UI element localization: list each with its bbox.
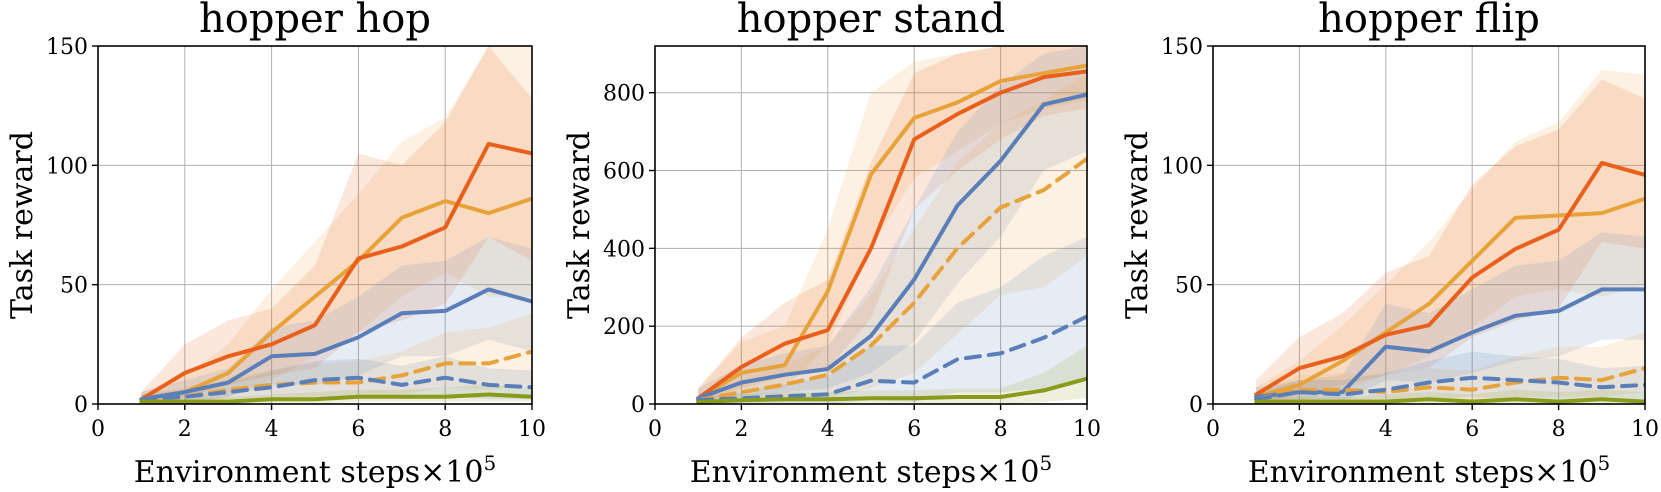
- confidence-band-1: [698, 46, 1087, 404]
- confidence-band-3: [698, 46, 1087, 404]
- series-line-2: [139, 141, 532, 402]
- x-tick-label: 4: [1379, 417, 1393, 442]
- y-tick-label: 50: [60, 274, 88, 299]
- x-tick-label: 10: [1073, 417, 1101, 442]
- y-tick-label: 100: [46, 154, 88, 179]
- x-axis-label-exponent: 5: [483, 451, 496, 475]
- series-line-4: [1254, 366, 1645, 402]
- series-line-4: [696, 156, 1087, 403]
- series-line-5: [1254, 375, 1645, 402]
- confidence-band-1: [141, 46, 532, 404]
- x-tick-label: 4: [821, 417, 835, 442]
- y-axis-label: Task reward: [1120, 131, 1155, 319]
- series-line-6: [696, 376, 1087, 404]
- chart-panel-2: 0 2 4 6 8 10 0 200 400 600 800 hopper stand Environm…: [562, 0, 1101, 490]
- y-tick-label: 400: [603, 237, 645, 262]
- x-tick-label: 8: [438, 417, 452, 442]
- x-axis-label-multiplier: ×10: [420, 455, 483, 490]
- series-line-5: [139, 375, 532, 402]
- chart-title: hopper hop: [199, 0, 431, 42]
- series-line-3: [139, 287, 532, 402]
- x-tick-label: 2: [1292, 417, 1306, 442]
- x-tick-label: 0: [1206, 417, 1220, 442]
- confidence-band-4: [1256, 332, 1645, 404]
- x-axis-label: Environment steps×105: [1248, 451, 1610, 490]
- y-axis-label: Task reward: [562, 131, 597, 319]
- x-tick-label: 6: [351, 417, 365, 442]
- confidence-band-6: [698, 345, 1087, 404]
- y-tick-label: 0: [74, 393, 88, 418]
- x-tick-label: 2: [734, 417, 748, 442]
- series-line-1: [139, 196, 532, 402]
- confidence-band-3: [1256, 232, 1645, 404]
- x-tick-label: 10: [518, 417, 546, 442]
- series-line-4: [139, 349, 532, 402]
- plot-frame: [97, 45, 533, 405]
- plot-area: [696, 46, 1087, 404]
- chart-title: hopper flip: [1318, 0, 1540, 42]
- y-axis-label: Task reward: [5, 131, 40, 319]
- chart-title: hopper stand: [737, 0, 1005, 42]
- series-line-5: [696, 314, 1087, 403]
- y-tick-label: 800: [603, 82, 645, 107]
- x-axis-label-text: Environment steps: [134, 455, 420, 490]
- confidence-band-4: [141, 313, 532, 404]
- x-tick-label: 0: [91, 417, 105, 442]
- x-axis-label-exponent: 5: [1039, 451, 1052, 475]
- series-line-6: [1254, 397, 1645, 404]
- series-line-1: [1254, 196, 1645, 399]
- confidence-band-4: [698, 73, 1087, 404]
- x-tick-label: 10: [1631, 417, 1659, 442]
- series-line-1: [696, 63, 1087, 401]
- confidence-band-5: [698, 236, 1087, 404]
- x-axis-label-text: Environment steps: [1248, 455, 1534, 490]
- x-tick-label: 8: [1552, 417, 1566, 442]
- y-tick-label: 150: [46, 35, 88, 60]
- plot-frame: [654, 45, 1088, 405]
- x-tick-label: 6: [907, 417, 921, 442]
- y-tick-label: 100: [1161, 154, 1203, 179]
- x-tick-label: 8: [994, 417, 1008, 442]
- confidence-band-2: [1256, 79, 1645, 404]
- x-axis-label: Environment steps×105: [134, 451, 496, 490]
- x-axis-label-exponent: 5: [1597, 451, 1610, 475]
- y-tick-label: 50: [1175, 274, 1203, 299]
- y-tick-label: 0: [631, 393, 645, 418]
- x-tick-label: 6: [1465, 417, 1479, 442]
- series-line-3: [1254, 287, 1645, 399]
- series-line-6: [139, 392, 532, 404]
- plot-frame: [1212, 45, 1646, 405]
- x-tick-label: 2: [178, 417, 192, 442]
- series-line-3: [696, 92, 1087, 401]
- x-axis-label: Environment steps×105: [690, 451, 1052, 490]
- x-axis-label-text: Environment steps: [690, 455, 976, 490]
- x-tick-label: 4: [265, 417, 279, 442]
- x-tick-label: 0: [648, 417, 662, 442]
- confidence-band-1: [1256, 69, 1645, 404]
- y-tick-label: 150: [1161, 35, 1203, 60]
- y-tick-label: 600: [603, 160, 645, 185]
- x-axis-label-multiplier: ×10: [1534, 455, 1597, 490]
- confidence-band-2: [698, 46, 1087, 404]
- y-tick-label: 0: [1189, 393, 1203, 418]
- series-line-2: [1254, 160, 1645, 397]
- y-tick-label: 200: [603, 315, 645, 340]
- x-axis-label-multiplier: ×10: [976, 455, 1039, 490]
- plot-area: [139, 46, 532, 404]
- confidence-band-2: [141, 46, 532, 404]
- plot-area: [1254, 69, 1645, 404]
- series-line-2: [696, 69, 1087, 401]
